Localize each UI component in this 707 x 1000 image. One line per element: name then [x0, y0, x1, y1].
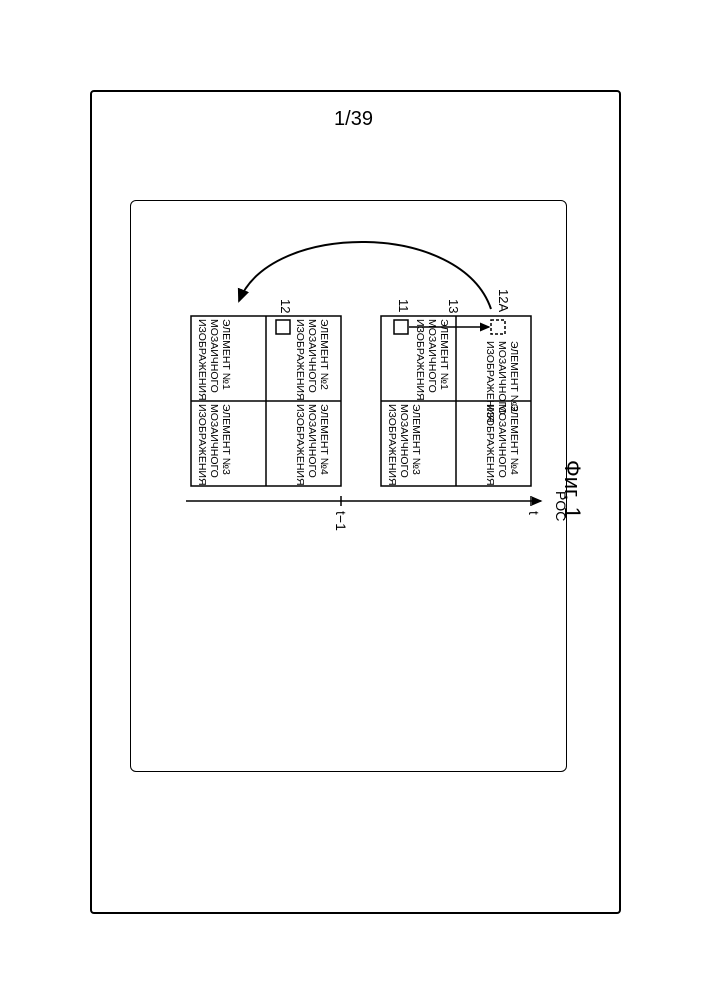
svg-text:МОЗАИЧНОГО: МОЗАИЧНОГО — [398, 404, 410, 478]
inner-frame: ЭЛЕМЕНТ №1 МОЗАИЧНОГО ИЗОБРАЖЕНИЯ ЭЛЕМЕН… — [130, 200, 567, 772]
svg-text:ИЗОБРАЖЕНИЯ: ИЗОБРАЖЕНИЯ — [294, 319, 306, 401]
svg-text:ИЗОБРАЖЕНИЯ: ИЗОБРАЖЕНИЯ — [294, 404, 306, 486]
diagram-svg: ЭЛЕМЕНТ №1 МОЗАИЧНОГО ИЗОБРАЖЕНИЯ ЭЛЕМЕН… — [131, 201, 566, 771]
block-12a — [491, 320, 505, 334]
svg-text:МОЗАИЧНОГО: МОЗАИЧНОГО — [208, 404, 220, 478]
page: 1/39 ЭЛЕМЕНТ №1 МОЗАИЧНОГО ИЗОБРАЖЕНИЯ Э… — [0, 0, 707, 1000]
svg-text:ЭЛЕМЕНТ №1: ЭЛЕМЕНТ №1 — [438, 319, 450, 390]
figure-caption: Фиг. 1 — [559, 460, 585, 519]
tick-label-t: t — [526, 511, 542, 515]
tile-left-1-label: ЭЛЕМЕНТ №1 МОЗАИЧНОГО ИЗОБРАЖЕНИЯ — [196, 319, 232, 401]
tile-left-2-label: ЭЛЕМЕНТ №2 МОЗАИЧНОГО ИЗОБРАЖЕНИЯ — [294, 319, 330, 401]
tile-left-4-label: ЭЛЕМЕНТ №4 МОЗАИЧНОГО ИЗОБРАЖЕНИЯ — [294, 404, 330, 486]
svg-text:ИЗОБРАЖЕНИЯ: ИЗОБРАЖЕНИЯ — [196, 404, 208, 486]
svg-text:ИЗОБРАЖЕНИЯ: ИЗОБРАЖЕНИЯ — [414, 319, 426, 401]
block-12 — [276, 320, 290, 334]
svg-text:МОЗАИЧНОГО: МОЗАИЧНОГО — [306, 319, 318, 393]
svg-text:ИЗОБРАЖЕНИЯ: ИЗОБРАЖЕНИЯ — [484, 404, 496, 486]
svg-text:ЭЛЕМЕНТ №1: ЭЛЕМЕНТ №1 — [220, 319, 232, 390]
svg-text:ЭЛЕМЕНТ №4: ЭЛЕМЕНТ №4 — [508, 404, 520, 475]
callout-12a: 12A — [496, 289, 511, 312]
tile-left-3-label: ЭЛЕМЕНТ №3 МОЗАИЧНОГО ИЗОБРАЖЕНИЯ — [196, 404, 232, 486]
svg-text:МОЗАИЧНОГО: МОЗАИЧНОГО — [208, 319, 220, 393]
svg-text:ЭЛЕМЕНТ №2: ЭЛЕМЕНТ №2 — [318, 319, 330, 390]
callout-13: 13 — [446, 299, 461, 313]
callout-12: 12 — [278, 299, 293, 313]
tick-label-t-1: t−1 — [333, 511, 349, 531]
page-number: 1/39 — [0, 108, 707, 131]
svg-text:ИЗОБРАЖЕНИЯ: ИЗОБРАЖЕНИЯ — [386, 404, 398, 486]
svg-text:МОЗАИЧНОГО: МОЗАИЧНОГО — [496, 404, 508, 478]
svg-text:ЭЛЕМЕНТ №3: ЭЛЕМЕНТ №3 — [410, 404, 422, 475]
svg-text:ЭЛЕМЕНТ №3: ЭЛЕМЕНТ №3 — [220, 404, 232, 475]
tile-right-1-label: ЭЛЕМЕНТ №1 МОЗАИЧНОГО ИЗОБРАЖЕНИЯ — [414, 319, 450, 401]
svg-text:МОЗАИЧНОГО: МОЗАИЧНОГО — [426, 319, 438, 393]
svg-text:МОЗАИЧНОГО: МОЗАИЧНОГО — [306, 404, 318, 478]
tile-right-4-label: ЭЛЕМЕНТ №4 МОЗАИЧНОГО ИЗОБРАЖЕНИЯ — [484, 404, 520, 486]
svg-text:ЭЛЕМЕНТ №4: ЭЛЕМЕНТ №4 — [318, 404, 330, 475]
svg-text:ЭЛЕМЕНТ №2: ЭЛЕМЕНТ №2 — [508, 341, 520, 412]
svg-text:ИЗОБРАЖЕНИЯ: ИЗОБРАЖЕНИЯ — [196, 319, 208, 401]
tile-right-3-label: ЭЛЕМЕНТ №3 МОЗАИЧНОГО ИЗОБРАЖЕНИЯ — [386, 404, 422, 486]
callout-11: 11 — [396, 299, 411, 313]
block-11 — [394, 320, 408, 334]
